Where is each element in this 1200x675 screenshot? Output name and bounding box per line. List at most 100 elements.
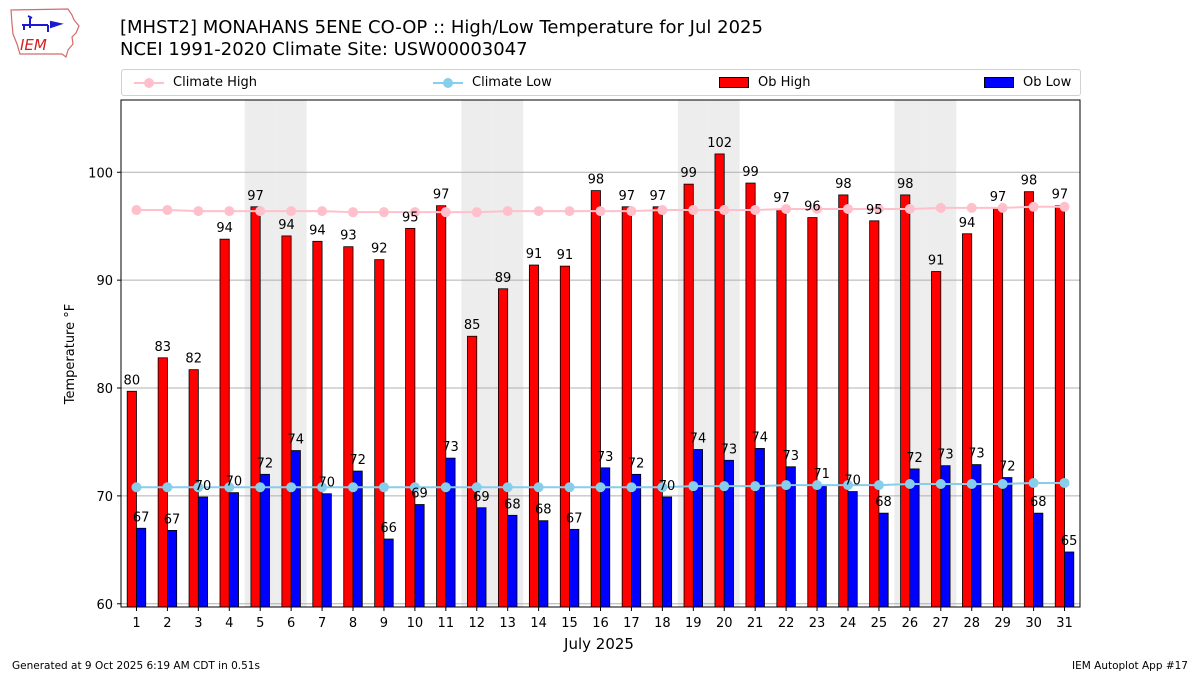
legend-item-ob-low: Ob Low [984,70,1071,95]
ob-low-label: 66 [380,521,397,536]
ob-low-bar [878,512,889,608]
ob-low-label: 74 [690,432,707,447]
climate-high-point [440,207,451,218]
climate-low-point [348,482,359,493]
generated-timestamp: Generated at 9 Oct 2025 6:19 AM CDT in 0… [12,660,260,672]
ob-high-bar [467,335,478,608]
ob-low-label: 70 [318,476,335,491]
ob-low-label: 69 [411,487,428,502]
climate-high-point [255,206,266,217]
climate-low-point [626,482,637,493]
y-tick-label: 60 [96,598,113,613]
ob-high-bar [590,190,601,608]
x-tick-label: 23 [809,616,826,631]
ob-low-label: 68 [1030,495,1047,510]
x-tick-label: 24 [840,616,857,631]
ob-high-bar [869,220,880,608]
x-tick-label: 21 [747,616,764,631]
x-tick-label: 26 [902,616,919,631]
ob-high-bar [714,153,725,608]
climate-high-point [193,206,204,217]
x-tick-label: 7 [318,616,326,631]
ob-high-label: 91 [526,247,543,262]
x-tick-label: 28 [963,616,980,631]
ob-low-bar [847,491,858,608]
climate-low-point [255,482,266,493]
climate-high-point [378,207,389,218]
ob-low-label: 74 [288,433,305,448]
climate-high-point [719,205,730,216]
climate-high-point [688,205,699,216]
x-tick-label: 27 [933,616,950,631]
x-tick-label: 20 [716,616,733,631]
ob-low-bar [445,457,456,608]
climate-low-point [317,482,328,493]
x-tick-label: 1 [132,616,140,631]
climate-high-point [750,205,761,216]
ob-low-bar [1002,477,1013,608]
climate-low-point [162,482,173,493]
ob-low-bar [1033,512,1044,608]
legend-label: Climate Low [472,75,552,90]
legend-line-marker-icon [433,76,463,90]
ob-high-label: 95 [402,210,419,225]
ob-high-bar [436,205,447,608]
ob-low-label: 65 [1061,534,1078,549]
climate-low-point [409,482,420,493]
x-tick-label: 18 [654,616,671,631]
chart-subtitle: NCEI 1991-2020 Climate Site: USW00003047 [120,39,528,60]
x-tick-label: 8 [349,616,357,631]
climate-high-point [595,206,606,217]
ob-high-bar [683,183,694,608]
ob-high-bar [498,288,509,608]
climate-high-point [781,203,792,214]
legend-swatch-icon [719,77,749,88]
climate-high-point [564,206,575,217]
x-tick-label: 5 [256,616,264,631]
ob-high-bar [962,233,973,608]
ob-high-bar [838,194,849,608]
legend-line-marker-icon [134,76,164,90]
ob-high-bar [312,240,323,608]
climate-low-point [688,481,699,492]
climate-low-point [935,479,946,490]
climate-high-point [471,207,482,218]
ob-high-label: 94 [309,223,326,238]
ob-high-label: 91 [928,254,945,269]
ob-high-bar [343,246,354,608]
x-tick-label: 14 [530,616,547,631]
climate-high-point [935,202,946,213]
ob-high-bar [374,259,385,608]
ob-high-label: 94 [959,216,976,231]
ob-low-label: 72 [999,460,1016,475]
ob-high-bar [807,217,818,608]
logo-text: IEM [20,36,47,54]
climate-low-point [502,482,513,493]
ob-high-label: 97 [990,190,1007,205]
climate-high-point [812,203,823,214]
x-tick-label: 3 [194,616,202,631]
legend: Climate High Climate Low Ob High Ob Low [121,69,1081,96]
climate-low-point [842,480,853,491]
y-tick-label: 70 [96,490,113,505]
ob-low-label: 72 [628,456,645,471]
climate-low-point [564,482,575,493]
iowa-outline-icon [10,8,80,59]
ob-low-label: 73 [782,449,799,464]
ob-high-bar [745,182,756,608]
ob-high-label: 97 [619,189,636,204]
climate-high-point [502,206,513,217]
ob-high-bar [992,207,1004,608]
ob-high-label: 97 [433,188,450,203]
ob-high-label: 97 [1052,188,1069,203]
ob-low-label: 73 [937,448,954,463]
x-tick-label: 15 [561,616,578,631]
ob-high-bar [250,206,261,608]
ob-low-label: 70 [844,474,861,489]
ob-high-bar [126,390,137,608]
climate-low-point [1059,477,1070,488]
x-tick-label: 6 [287,616,295,631]
ob-high-label: 96 [804,200,821,215]
y-tick-label: 80 [96,382,113,397]
